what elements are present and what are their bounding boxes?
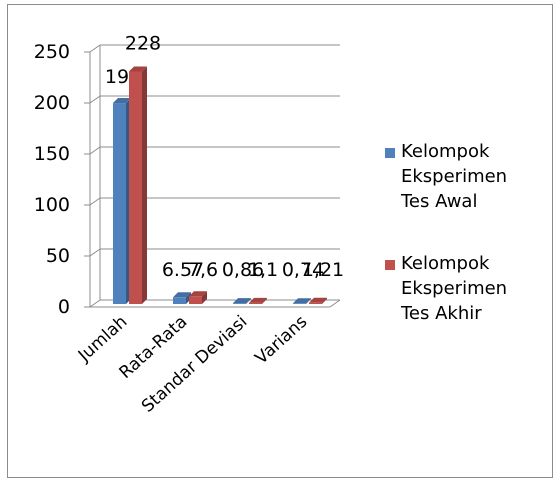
bar-side bbox=[142, 66, 147, 304]
floor-right-edge bbox=[329, 299, 341, 308]
bar-top bbox=[173, 292, 191, 298]
legend-swatch bbox=[385, 148, 395, 158]
y-tick-label: 150 bbox=[34, 143, 70, 165]
bar-top bbox=[233, 298, 251, 304]
gridline-side bbox=[89, 299, 101, 308]
gridline-side bbox=[89, 95, 101, 104]
bar-top bbox=[129, 66, 147, 72]
bar-top bbox=[189, 291, 207, 297]
bar-side bbox=[306, 298, 311, 304]
gridline-side bbox=[89, 197, 101, 206]
y-tick-label: 200 bbox=[34, 92, 70, 114]
y-tick-label: 250 bbox=[34, 41, 70, 63]
legend-entry: Kelompok Eksperimen Tes Akhir bbox=[400, 253, 507, 324]
data-label: 1,21 bbox=[302, 259, 344, 281]
y-tick-label: 50 bbox=[46, 245, 70, 267]
bar-side bbox=[262, 297, 267, 304]
data-label: 1,1 bbox=[248, 259, 278, 281]
bar-top bbox=[249, 297, 267, 303]
bar-side bbox=[202, 291, 207, 304]
legend-entry: Kelompok Eksperimen Tes Awal bbox=[400, 141, 507, 212]
chart-frame bbox=[7, 4, 553, 478]
data-label: 6.57 bbox=[162, 259, 204, 281]
bar-tes-awal bbox=[293, 303, 306, 304]
bar-side bbox=[322, 297, 327, 304]
data-label: 228 bbox=[125, 32, 161, 54]
bar-side bbox=[186, 292, 191, 304]
y-tick-label: 100 bbox=[34, 194, 70, 216]
bar-tes-akhir bbox=[129, 71, 142, 304]
data-label: 0,74 bbox=[282, 259, 324, 281]
bar-top bbox=[309, 297, 327, 303]
x-category-label: Jumlah bbox=[74, 312, 131, 367]
x-category-label: Standar Deviasi bbox=[138, 312, 251, 417]
bar-tes-akhir bbox=[309, 302, 322, 304]
bar-top bbox=[293, 298, 311, 304]
data-label: 7,6 bbox=[188, 259, 218, 281]
y-tick-label: 0 bbox=[58, 296, 70, 318]
data-label: 0,86 bbox=[222, 259, 264, 281]
bar-side bbox=[246, 298, 251, 304]
bar-tes-awal bbox=[233, 303, 246, 304]
bar-tes-awal bbox=[173, 297, 186, 304]
gridline-side bbox=[89, 44, 101, 53]
gridline-side bbox=[89, 146, 101, 155]
gridline-side bbox=[89, 248, 101, 257]
legend-swatch bbox=[385, 260, 395, 270]
bar-tes-akhir bbox=[249, 302, 262, 304]
x-category-label: Varians bbox=[252, 312, 312, 369]
bar-tes-awal bbox=[113, 103, 126, 304]
bar-tes-akhir bbox=[189, 296, 202, 304]
bar-top bbox=[113, 98, 131, 104]
